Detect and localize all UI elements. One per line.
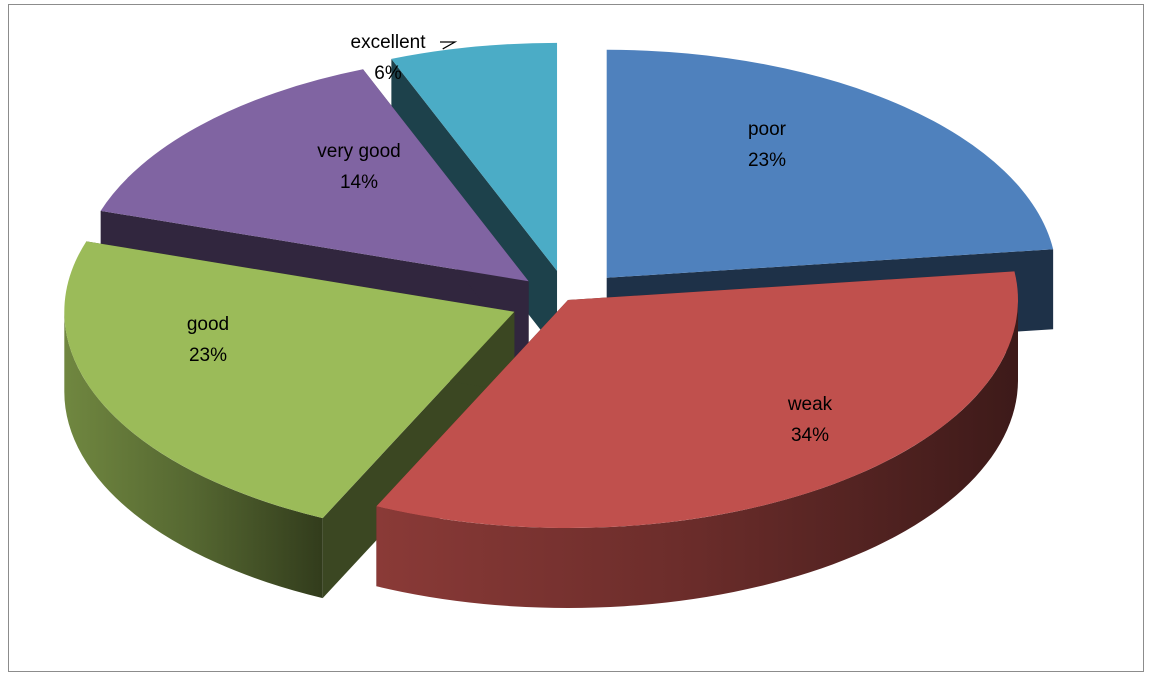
data-label-name: good xyxy=(187,314,229,335)
slice-weak xyxy=(376,271,1019,609)
data-label-value: 14% xyxy=(340,172,378,193)
slice-top xyxy=(391,42,558,271)
slice-top xyxy=(376,271,1019,528)
data-label-name: excellent xyxy=(351,32,427,53)
slice-side xyxy=(64,311,323,599)
data-label-value: 23% xyxy=(748,150,786,171)
data-label-value: 34% xyxy=(791,425,829,446)
data-label-name: very good xyxy=(317,141,400,162)
data-label-name: weak xyxy=(787,394,833,415)
slice-top xyxy=(64,241,515,519)
slice-top xyxy=(100,69,529,282)
slice-good xyxy=(64,241,515,599)
data-label-value: 6% xyxy=(374,63,402,84)
data-label-name: poor xyxy=(748,119,787,140)
data-label-value: 23% xyxy=(189,345,227,366)
slice-top xyxy=(606,49,1054,278)
slice-side xyxy=(376,300,1019,609)
leader-line xyxy=(440,41,458,50)
